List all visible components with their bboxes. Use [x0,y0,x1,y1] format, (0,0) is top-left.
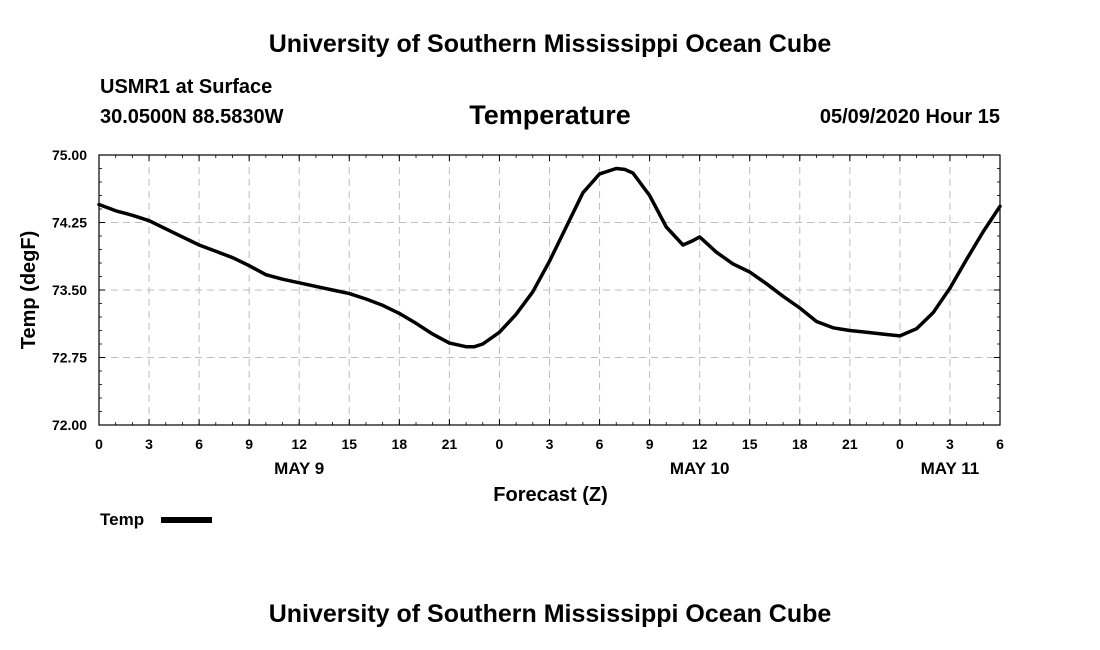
day-label: MAY 9 [274,459,324,478]
chart-title: Temperature [469,100,631,130]
grid-layer [99,155,1000,425]
x-tick-label: 6 [195,436,203,452]
x-tick-label: 6 [596,436,604,452]
x-tick-label: 21 [442,436,458,452]
x-tick-label: 0 [95,436,103,452]
x-tick-label: 3 [946,436,954,452]
x-tick-label: 3 [145,436,153,452]
x-tick-label: 18 [792,436,808,452]
x-tick-label: 9 [646,436,654,452]
y-tick-label: 75.00 [52,147,87,163]
x-axis-label: Forecast (Z) [493,484,607,506]
x-tick-label: 0 [496,436,504,452]
series-line-temp [97,166,1002,349]
x-tick-label: 0 [896,436,904,452]
day-label: MAY 11 [921,459,980,478]
label-layer: 72.00 72.75 73.50 74.25 75.00 0 3 6 9 12 15 18 21 0 3 6… [52,147,1004,478]
x-tick-label: 3 [546,436,554,452]
y-tick-label: 72.00 [52,417,87,433]
station-label: USMR1 at Surface [100,76,273,98]
footer-title: University of Southern Mississippi Ocean… [268,600,832,628]
x-tick-label: 12 [291,436,307,452]
legend-label: Temp [100,510,144,529]
x-tick-label: 9 [245,436,253,452]
x-tick-label: 18 [392,436,408,452]
plot-frame [98,154,1001,426]
header-title: University of Southern Mississippi Ocean… [268,30,832,58]
y-tick-label: 72.75 [52,350,87,366]
day-label: MAY 10 [670,459,730,478]
x-tick-label: 12 [692,436,708,452]
location-label: 30.0500N 88.5830W [100,106,284,128]
date-label: 05/09/2020 Hour 15 [819,106,1000,128]
x-tick-label: 21 [842,436,858,452]
x-tick-label: 15 [742,436,758,452]
x-tick-label: 15 [341,436,357,452]
y-tick-label: 73.50 [52,282,87,298]
y-tick-label: 74.25 [52,215,87,231]
x-tick-label: 6 [996,436,1004,452]
y-axis-label: Temp (degF) [18,231,40,350]
